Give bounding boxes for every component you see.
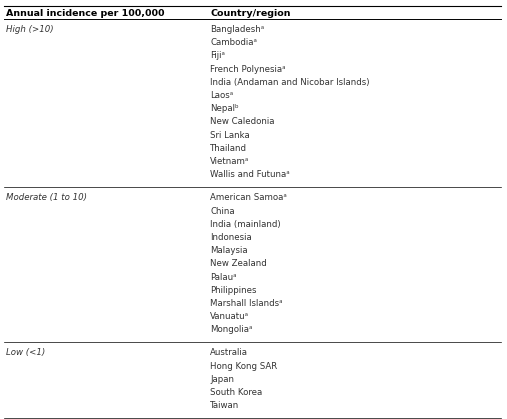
Text: Australia: Australia <box>210 349 248 357</box>
Text: High (>10): High (>10) <box>6 25 54 34</box>
Text: South Korea: South Korea <box>210 388 263 397</box>
Text: Nepalᵇ: Nepalᵇ <box>210 104 239 113</box>
Text: American Samoaᵃ: American Samoaᵃ <box>210 193 287 202</box>
Text: Wallis and Futunaᵃ: Wallis and Futunaᵃ <box>210 170 290 179</box>
Text: Thailand: Thailand <box>210 144 247 153</box>
Text: Hong Kong SAR: Hong Kong SAR <box>210 362 278 371</box>
Text: Indonesia: Indonesia <box>210 233 252 242</box>
Text: India (Andaman and Nicobar Islands): India (Andaman and Nicobar Islands) <box>210 78 370 87</box>
Text: Annual incidence per 100,000: Annual incidence per 100,000 <box>6 8 165 18</box>
Text: Laosᵃ: Laosᵃ <box>210 91 234 100</box>
Text: Vietnamᵃ: Vietnamᵃ <box>210 157 249 166</box>
Text: Japan: Japan <box>210 375 234 384</box>
Text: China: China <box>210 207 235 215</box>
Text: French Polynesiaᵃ: French Polynesiaᵃ <box>210 65 286 74</box>
Text: Palauᵃ: Palauᵃ <box>210 272 237 282</box>
Text: New Caledonia: New Caledonia <box>210 117 275 127</box>
Text: Low (<1): Low (<1) <box>6 349 45 357</box>
Text: Country/region: Country/region <box>210 8 291 18</box>
Text: Taiwan: Taiwan <box>210 401 240 410</box>
Text: Bangladeshᵃ: Bangladeshᵃ <box>210 25 265 34</box>
Text: Marshall Islandsᵃ: Marshall Islandsᵃ <box>210 299 283 308</box>
Text: India (mainland): India (mainland) <box>210 220 281 229</box>
Text: Mongoliaᵃ: Mongoliaᵃ <box>210 325 253 334</box>
Text: Fijiᵃ: Fijiᵃ <box>210 52 225 60</box>
Text: Cambodiaᵃ: Cambodiaᵃ <box>210 38 257 47</box>
Text: Philippines: Philippines <box>210 286 257 295</box>
Text: Malaysia: Malaysia <box>210 246 248 255</box>
Text: Vanuatuᵃ: Vanuatuᵃ <box>210 312 249 321</box>
Text: Moderate (1 to 10): Moderate (1 to 10) <box>6 193 87 202</box>
Text: New Zealand: New Zealand <box>210 259 267 268</box>
Text: Sri Lanka: Sri Lanka <box>210 131 250 140</box>
